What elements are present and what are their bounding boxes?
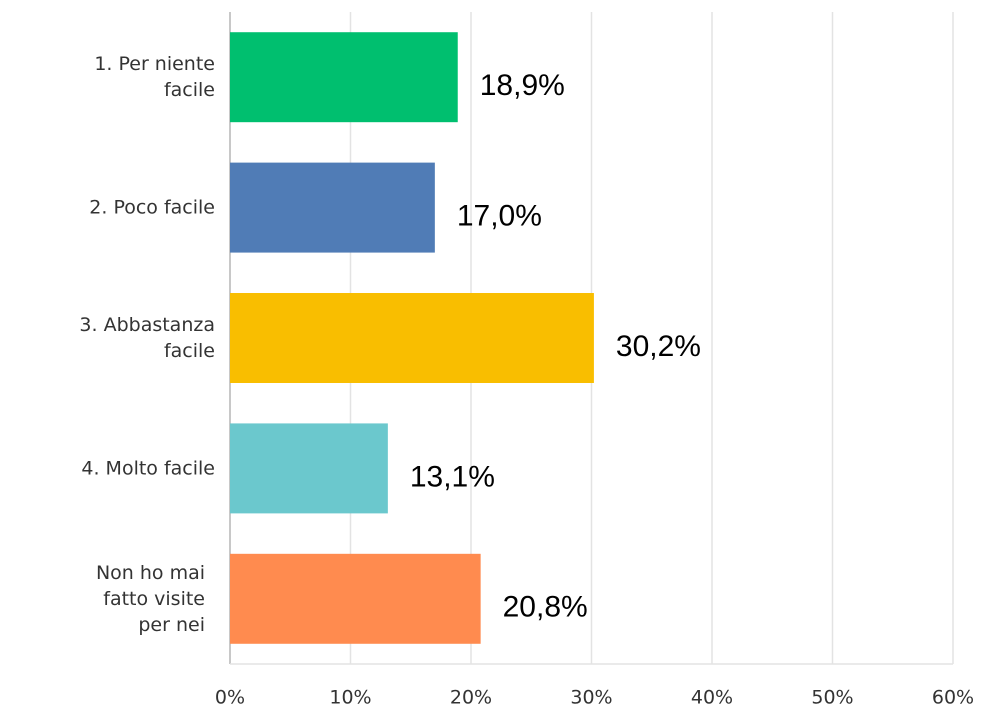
value-label: 13,1% xyxy=(410,460,495,493)
bar xyxy=(230,423,388,514)
y-tick-label: 1. Per niente facile xyxy=(94,53,215,101)
y-tick-label: 2. Poco facile xyxy=(89,196,215,218)
label-line: per nei xyxy=(138,613,205,635)
x-tick-label: 50% xyxy=(811,687,853,709)
value-label: 30,2% xyxy=(616,330,701,363)
x-tick-label: 10% xyxy=(329,687,371,709)
value-label: 18,9% xyxy=(480,69,565,102)
y-tick-label: Non ho mai fatto visite per nei xyxy=(96,561,205,635)
bar xyxy=(230,553,481,644)
label-line: facile xyxy=(164,79,215,101)
y-tick-label: 4. Molto facile xyxy=(81,457,215,479)
bar xyxy=(230,293,594,383)
x-tick-label: 0% xyxy=(215,687,245,709)
label-line: 4. Molto facile xyxy=(81,457,215,479)
bar xyxy=(230,32,458,123)
x-tick-label: 20% xyxy=(450,687,492,709)
x-tick-label: 40% xyxy=(691,687,733,709)
label-line: 3. Abbastanza xyxy=(79,314,215,336)
x-tick-label: 60% xyxy=(932,687,974,709)
value-label: 17,0% xyxy=(457,200,542,233)
y-tick-label: 3. Abbastanza facile xyxy=(79,314,215,362)
label-line: Non ho mai xyxy=(96,561,205,583)
label-line: fatto visite xyxy=(103,587,205,609)
label-line: 2. Poco facile xyxy=(89,196,215,218)
label-line: facile xyxy=(164,340,215,362)
x-tick-label: 30% xyxy=(570,687,612,709)
label-line: 1. Per niente xyxy=(94,53,215,75)
bar xyxy=(230,162,435,253)
value-label: 20,8% xyxy=(503,591,588,624)
